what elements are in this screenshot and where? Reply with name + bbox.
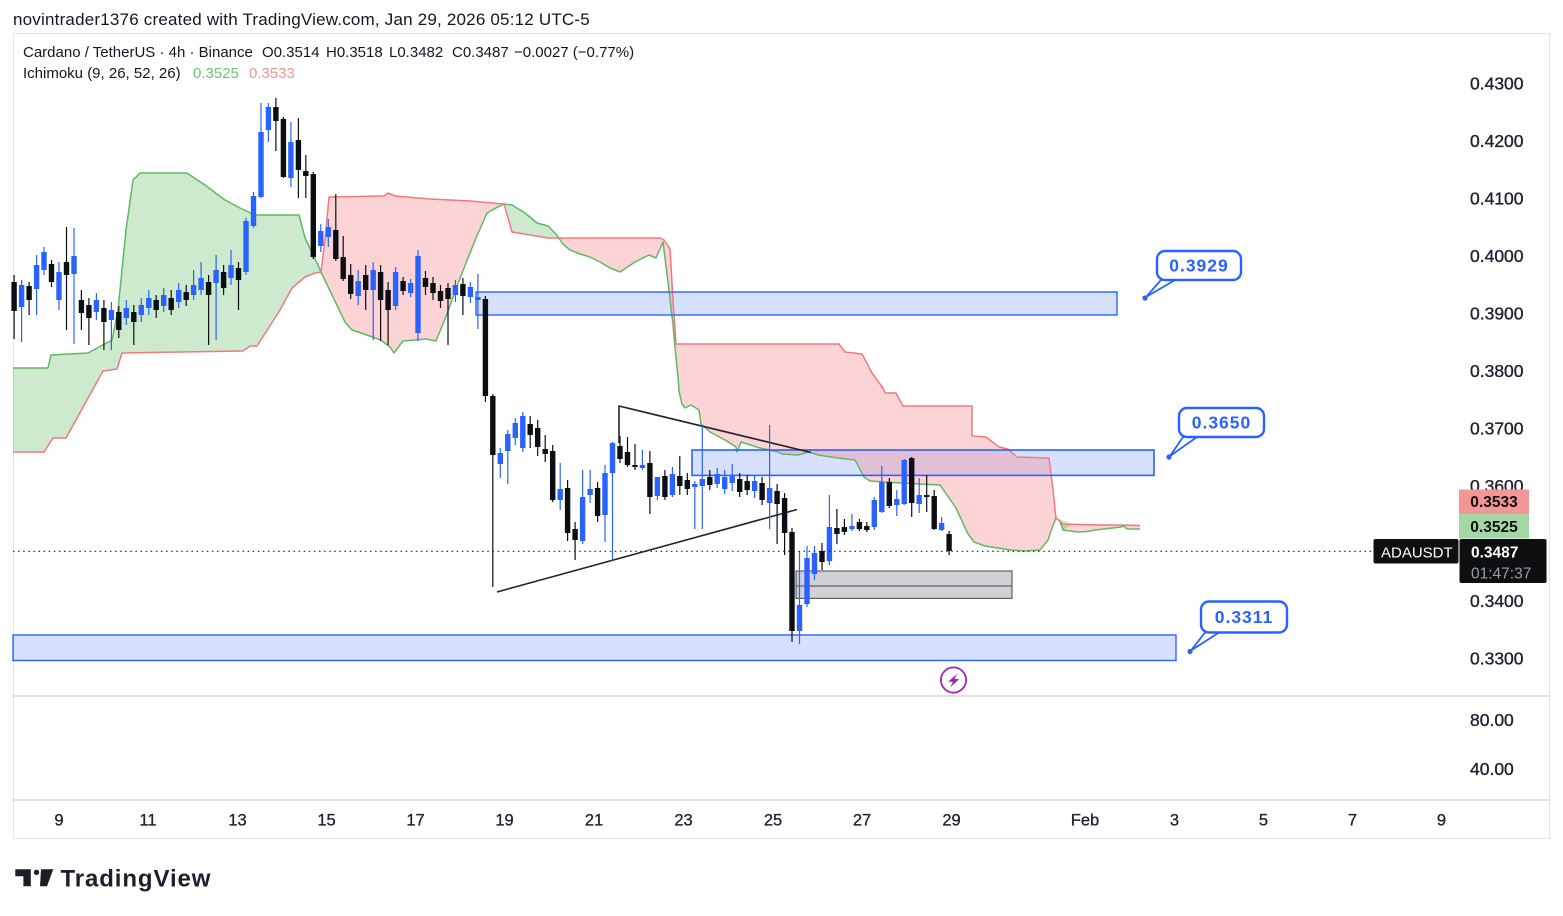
svg-text:27: 27 xyxy=(853,812,871,830)
svg-text:40.00: 40.00 xyxy=(1470,759,1514,779)
svg-text:0.3525: 0.3525 xyxy=(1470,519,1518,536)
svg-text:25: 25 xyxy=(764,812,782,830)
svg-text:Ichimoku (9, 26, 52, 26): Ichimoku (9, 26, 52, 26) xyxy=(23,65,181,82)
svg-text:0.4000: 0.4000 xyxy=(1470,246,1524,266)
svg-text:13: 13 xyxy=(228,812,246,830)
svg-text:novintrader1376 created with T: novintrader1376 created with TradingView… xyxy=(13,10,590,29)
svg-text:0.3525: 0.3525 xyxy=(193,65,239,82)
svg-text:11: 11 xyxy=(139,812,156,830)
svg-text:23: 23 xyxy=(674,812,692,830)
svg-text:3: 3 xyxy=(1170,812,1179,830)
svg-text:19: 19 xyxy=(495,812,513,830)
svg-text:9: 9 xyxy=(1437,812,1446,830)
svg-text:0.4100: 0.4100 xyxy=(1470,189,1524,209)
svg-text:H0.3518: H0.3518 xyxy=(326,44,383,61)
svg-text:5: 5 xyxy=(1259,812,1268,830)
svg-text:21: 21 xyxy=(585,812,603,830)
svg-text:0.3533: 0.3533 xyxy=(1470,494,1518,511)
svg-text:15: 15 xyxy=(317,812,335,830)
svg-text:0.3650: 0.3650 xyxy=(1192,413,1252,433)
svg-text:Feb: Feb xyxy=(1071,812,1099,830)
svg-text:O0.3514: O0.3514 xyxy=(262,44,320,61)
svg-text:0.4200: 0.4200 xyxy=(1470,131,1524,151)
svg-text:Cardano / TetherUS · 4h · Bina: Cardano / TetherUS · 4h · Binance xyxy=(23,44,253,61)
svg-text:0.3800: 0.3800 xyxy=(1470,361,1524,381)
svg-text:ADAUSDT: ADAUSDT xyxy=(1381,545,1453,562)
svg-text:9: 9 xyxy=(54,812,63,830)
svg-text:0.3929: 0.3929 xyxy=(1169,256,1229,276)
svg-text:−0.0027 (−0.77%): −0.0027 (−0.77%) xyxy=(514,44,634,61)
svg-text:C0.3487: C0.3487 xyxy=(452,44,509,61)
svg-text:29: 29 xyxy=(942,812,960,830)
svg-text:0.3311: 0.3311 xyxy=(1215,607,1274,627)
svg-text:0.4300: 0.4300 xyxy=(1470,74,1524,94)
svg-text:7: 7 xyxy=(1348,812,1357,830)
svg-text:0.3400: 0.3400 xyxy=(1470,591,1524,611)
svg-text:0.3900: 0.3900 xyxy=(1470,304,1524,324)
svg-text:0.3533: 0.3533 xyxy=(249,65,295,82)
svg-text:80.00: 80.00 xyxy=(1470,710,1514,730)
svg-text:01:47:37: 01:47:37 xyxy=(1471,566,1531,583)
svg-text:0.3487: 0.3487 xyxy=(1471,545,1518,562)
svg-text:0.3700: 0.3700 xyxy=(1470,419,1524,439)
svg-text:TradingView: TradingView xyxy=(61,866,212,893)
svg-text:17: 17 xyxy=(406,812,424,830)
svg-text:0.3300: 0.3300 xyxy=(1470,649,1524,669)
svg-text:L0.3482: L0.3482 xyxy=(389,44,443,61)
